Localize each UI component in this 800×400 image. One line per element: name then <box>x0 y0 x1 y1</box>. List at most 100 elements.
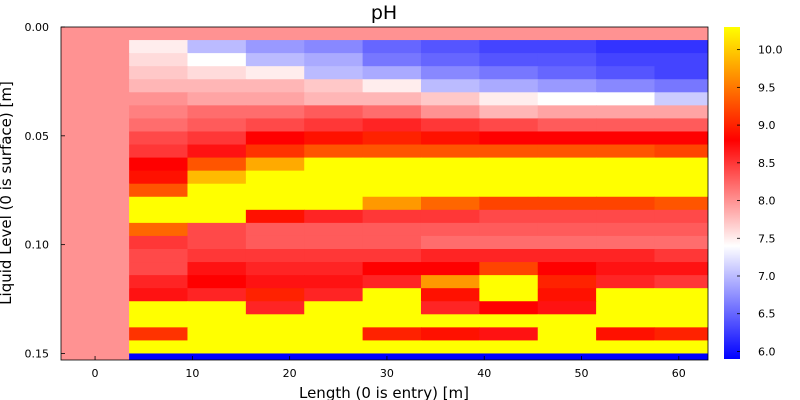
heatmap-cell <box>537 170 597 185</box>
heatmap-cell <box>537 301 597 315</box>
heatmap-cell <box>654 131 708 146</box>
heatmap-cell <box>537 340 597 355</box>
heatmap-cell <box>61 170 130 185</box>
heatmap-cell <box>129 118 189 133</box>
heatmap-cell <box>537 196 597 211</box>
heatmap-cell <box>61 275 130 289</box>
heatmap-cell <box>245 40 305 54</box>
heatmap-cell <box>537 327 597 342</box>
heatmap-cell <box>654 40 708 54</box>
x-tick-label: 30 <box>380 367 394 380</box>
heatmap-cell <box>362 209 422 224</box>
heatmap-cell <box>654 222 708 237</box>
heatmap-cell <box>61 235 130 250</box>
heatmap-cell <box>479 301 539 315</box>
heatmap-cell <box>596 301 656 315</box>
heatmap-cell <box>245 66 305 80</box>
colorbar-tick-label: 7.5 <box>758 232 776 245</box>
heatmap-cell <box>596 92 656 106</box>
heatmap-cell <box>245 288 305 302</box>
heatmap-cell <box>596 340 656 355</box>
heatmap-cell <box>129 53 189 67</box>
heatmap-cell <box>537 40 597 54</box>
heatmap-cell <box>245 183 305 198</box>
heatmap-cell <box>596 196 656 211</box>
heatmap-cell <box>654 301 708 315</box>
heatmap-cell <box>187 170 247 185</box>
heatmap-cell <box>362 353 422 360</box>
heatmap-cell <box>304 53 364 67</box>
heatmap-cell <box>304 118 364 133</box>
heatmap-cell <box>596 170 656 185</box>
heatmap-cell <box>362 27 422 41</box>
heatmap-cell <box>304 288 364 302</box>
heatmap-cell <box>129 353 189 360</box>
heatmap-cell <box>129 144 189 159</box>
heatmap-cell <box>245 235 305 250</box>
heatmap-cell <box>304 66 364 80</box>
heatmap-cell <box>420 314 480 328</box>
heatmap-cell <box>245 249 305 263</box>
heatmap-cell <box>362 53 422 67</box>
heatmap-cell <box>596 262 656 276</box>
heatmap-cell <box>362 131 422 146</box>
heatmap-cell <box>61 79 130 93</box>
heatmap-cell <box>596 183 656 198</box>
heatmap-cell <box>129 157 189 172</box>
heatmap-cell <box>537 235 597 250</box>
heatmap-cell <box>304 40 364 54</box>
heatmap-cell <box>61 301 130 315</box>
heatmap-cell <box>61 262 130 276</box>
heatmap-cell <box>304 301 364 315</box>
heatmap-cell <box>129 105 189 120</box>
heatmap-cell <box>304 170 364 185</box>
heatmap-cell <box>304 262 364 276</box>
heatmap-cell <box>61 40 130 54</box>
heatmap-cell <box>596 288 656 302</box>
colorbar-tick-label: 8.5 <box>758 157 776 170</box>
heatmap-cell <box>129 249 189 263</box>
heatmap-cell <box>304 79 364 93</box>
heatmap-cell <box>304 131 364 146</box>
heatmap-cell <box>479 131 539 146</box>
heatmap-cell <box>596 27 656 41</box>
heatmap-cell <box>129 40 189 54</box>
heatmap-cell <box>61 144 130 159</box>
x-tick-label: 10 <box>185 367 199 380</box>
heatmap-cell <box>61 53 130 67</box>
heatmap-cell <box>245 327 305 342</box>
heatmap-cell <box>61 288 130 302</box>
heatmap-cell <box>420 170 480 185</box>
heatmap-cell <box>245 118 305 133</box>
y-tick-label: 0.05 <box>25 130 50 143</box>
heatmap-cell <box>304 249 364 263</box>
heatmap-cell <box>654 327 708 342</box>
heatmap-cell <box>479 170 539 185</box>
heatmap-cell <box>654 314 708 328</box>
heatmap-cell <box>479 144 539 159</box>
colorbar-tick-label: 7.0 <box>758 270 776 283</box>
heatmap-cell <box>537 92 597 106</box>
heatmap-cell <box>654 340 708 355</box>
heatmap-cell <box>537 353 597 360</box>
colorbar-tick-label: 10.0 <box>758 44 783 57</box>
heatmap-cell <box>187 53 247 67</box>
y-tick-label: 0.10 <box>25 239 50 252</box>
heatmap-cell <box>479 249 539 263</box>
colorbar-tick-label: 6.5 <box>758 308 776 321</box>
heatmap-cell <box>596 66 656 80</box>
heatmap-cell <box>129 170 189 185</box>
heatmap-cell <box>654 353 708 360</box>
heatmap-cell <box>187 249 247 263</box>
heatmap-cell <box>187 157 247 172</box>
heatmap-cell <box>420 262 480 276</box>
heatmap-cell <box>362 235 422 250</box>
heatmap-cells <box>61 27 708 360</box>
heatmap-cell <box>362 40 422 54</box>
heatmap-cell <box>420 40 480 54</box>
heatmap-cell <box>537 144 597 159</box>
heatmap-cell <box>479 157 539 172</box>
heatmap-cell <box>420 196 480 211</box>
heatmap-cell <box>129 275 189 289</box>
